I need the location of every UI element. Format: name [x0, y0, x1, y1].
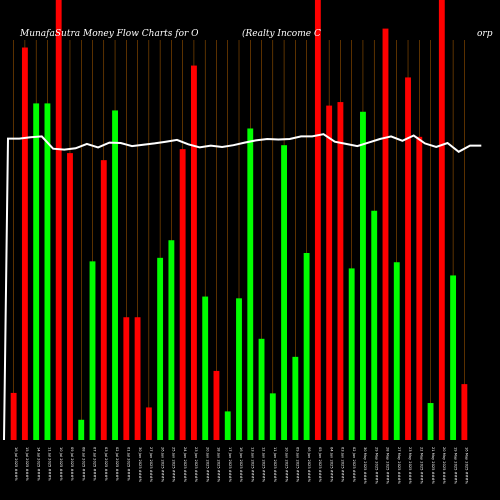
date-tick-label: 20 Jun 2025 ###%: [205, 447, 209, 483]
date-tick-label: 25 Jun 2025 ###%: [172, 447, 176, 483]
money-flow-bar: [100, 160, 107, 440]
money-flow-bar: [247, 128, 254, 441]
money-flow-bar: [382, 28, 389, 440]
date-tick-label: 15 Jul 2025 ###%: [25, 447, 29, 482]
date-tick-label: 16 May 2025 ###%: [465, 447, 469, 485]
money-flow-bar: [123, 317, 130, 440]
money-flow-bar: [360, 111, 366, 440]
money-flow-bar: [10, 392, 17, 440]
money-flow-bar: [427, 403, 434, 440]
money-flow-bar: [450, 275, 457, 440]
money-flow-bar: [269, 393, 276, 440]
date-tick-label: 03 Jul 2025 ###%: [104, 447, 108, 482]
date-tick-label: 10 Jun 2025 ###%: [284, 447, 288, 483]
chart-title-far-right: orp: [477, 29, 493, 39]
money-flow-bar: [55, 0, 62, 440]
money-flow-bar: [179, 149, 186, 440]
date-tick-label: 18 Jun 2025 ###%: [217, 447, 221, 483]
money-flow-bar: [416, 136, 423, 440]
bar-series: [10, 0, 468, 441]
date-tick-label: 01 Jul 2025 ###%: [127, 447, 131, 482]
money-flow-bar: [213, 370, 220, 440]
date-tick-label: 02 Jun 2025 ###%: [352, 447, 356, 483]
date-tick-label: 23 May 2025 ###%: [408, 447, 412, 485]
date-tick-label: 08 Jul 2025 ###%: [81, 447, 85, 482]
money-flow-bar: [67, 153, 73, 440]
money-flow-bar: [134, 317, 141, 440]
date-tick-label: 03 Jun 2025 ###%: [341, 447, 345, 483]
date-tick-label: 13 Jun 2025 ###%: [250, 447, 254, 483]
date-tick-label: 11 Jul 2025 ###%: [48, 447, 52, 482]
date-tick-label: 17 Jun 2025 ###%: [228, 447, 232, 483]
money-flow-bar: [405, 77, 411, 440]
date-tick-label: 14 Jul 2025 ###%: [36, 447, 40, 482]
money-flow-bar: [168, 240, 175, 440]
date-tick-label: 26 Jun 2025 ###%: [160, 447, 164, 483]
chart-title-left: MunafaSutra Money Flow Charts for O: [19, 29, 199, 39]
date-tick-label: 05 Jun 2025 ###%: [318, 447, 322, 483]
money-flow-bar: [292, 356, 299, 440]
money-flow-bar: [145, 407, 152, 440]
chart-title-right: (Realty Income C: [242, 28, 321, 39]
date-tick-label: 28 May 2025 ###%: [386, 447, 390, 485]
money-flow-bar: [438, 0, 445, 440]
money-flow-bar: [190, 65, 197, 440]
money-flow-bar: [337, 102, 344, 440]
money-flow-bar: [89, 261, 96, 440]
date-tick-label: 27 May 2025 ###%: [397, 447, 401, 485]
date-tick-label: 30 May 2025 ###%: [363, 447, 367, 485]
money-flow-bar: [326, 105, 333, 440]
money-flow-bar: [303, 253, 310, 440]
date-tick-label: 09 Jun 2025 ###%: [296, 447, 300, 483]
date-tick-label: 27 Jun 2025 ###%: [149, 447, 153, 483]
money-flow-line: [3, 133, 482, 441]
money-flow-bar: [78, 419, 85, 440]
money-flow-bar: [258, 338, 265, 440]
date-tick-label: 09 Jul 2025 ###%: [70, 447, 74, 482]
money-flow-bar: [393, 262, 400, 440]
date-tick-label: 11 Jun 2025 ###%: [273, 447, 277, 483]
money-flow-bar: [202, 296, 209, 440]
date-tick-label: 19 May 2025 ###%: [453, 447, 457, 485]
date-labels: 16 Jul 2025 ###% 15 Jul 2025 ###% 14 Jul 2…: [14, 447, 469, 485]
date-tick-label: 20 May 2025 ###%: [442, 447, 446, 485]
date-tick-label: 12 Jun 2025 ###%: [262, 447, 266, 483]
date-tick-label: 06 Jun 2025 ###%: [307, 447, 311, 483]
date-tick-label: 29 May 2025 ###%: [374, 447, 378, 485]
date-tick-label: 24 Jun 2025 ###%: [183, 447, 187, 483]
money-flow-bar: [33, 103, 40, 441]
money-flow-bar: [224, 411, 231, 440]
date-tick-label: 10 Jul 2025 ###%: [59, 447, 63, 482]
money-flow-bar: [157, 257, 164, 440]
money-flow-bar: [371, 210, 378, 440]
date-tick-label: 02 Jul 2025 ###%: [115, 447, 119, 482]
date-tick-label: 23 Jun 2025 ###%: [194, 447, 198, 483]
date-tick-label: 16 Jun 2025 ###%: [239, 447, 243, 483]
money-flow-bar: [44, 103, 51, 441]
money-flow-bar: [314, 0, 321, 440]
money-flow-bar: [112, 110, 118, 440]
money-flow-bar: [236, 298, 242, 440]
money-flow-bar: [461, 384, 468, 440]
date-tick-label: 16 Jul 2025 ###%: [14, 447, 18, 482]
date-tick-label: 21 May 2025 ###%: [431, 447, 435, 485]
money-flow-bar: [281, 145, 288, 440]
date-tick-label: 30 Jun 2025 ###%: [138, 447, 142, 483]
money-flow-bar: [21, 47, 28, 441]
date-tick-label: 22 May 2025 ###%: [419, 447, 423, 485]
money-flow-line-layer: [3, 133, 482, 441]
date-tick-label: 04 Jun 2025 ###%: [329, 447, 333, 483]
money-flow-bar: [348, 268, 355, 440]
date-tick-label: 07 Jul 2025 ###%: [93, 447, 97, 482]
